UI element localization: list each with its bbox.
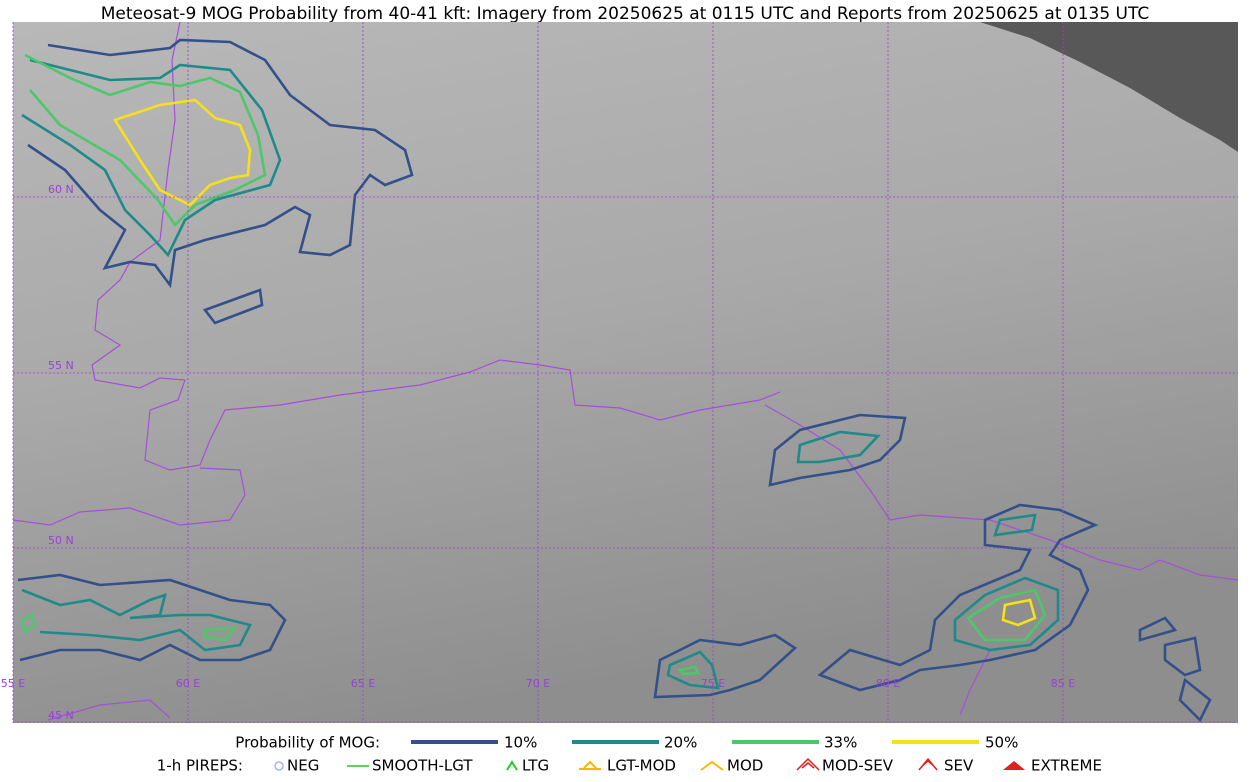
legend-label: 1-h PIREPS: [157, 757, 243, 775]
legend-item: EXTREME [1031, 757, 1102, 775]
legend-item: MOD [727, 757, 763, 775]
map: 60 N 55 N 50 N 45 N 55 E 60 E 65 E 70 E … [1, 21, 1239, 723]
satellite-image [13, 22, 1238, 723]
legend-item: MOD-SEV [822, 757, 894, 775]
no-data-region [980, 22, 1238, 152]
pirep-icon [579, 760, 601, 770]
pirep-icon [918, 757, 938, 771]
legend-item: SEV [944, 757, 974, 775]
lon-label: 75 E [701, 677, 725, 690]
legend-label: Probability of MOG: [235, 734, 380, 752]
lon-label: 55 E [1, 677, 25, 690]
legend-item: LTG [522, 757, 549, 775]
lon-label: 85 E [1051, 677, 1075, 690]
lon-label: 60 E [176, 677, 200, 690]
legend: Probability of MOG: 10% 20% 33% 50% 1-h … [157, 734, 1102, 775]
pirep-icon [796, 757, 820, 771]
lat-label: 45 N [48, 709, 74, 722]
pirep-icon [274, 761, 284, 771]
legend-item: NEG [287, 757, 319, 775]
legend-item: 33% [824, 734, 857, 752]
lon-label: 80 E [876, 677, 900, 690]
legend-item: SMOOTH-LGT [372, 757, 473, 775]
title: Meteosat-9 MOG Probability from 40-41 kf… [101, 4, 1150, 24]
contours [17, 38, 1212, 723]
pirep-icon [506, 760, 518, 771]
lat-label: 55 N [48, 359, 74, 372]
legend-item: 20% [664, 734, 697, 752]
lon-label: 70 E [526, 677, 550, 690]
legend-item: 50% [985, 734, 1018, 752]
graticule: 60 N 55 N 50 N 45 N 55 E 60 E 65 E 70 E … [1, 22, 1238, 723]
lat-label: 50 N [48, 534, 74, 547]
lon-label: 65 E [351, 677, 375, 690]
borders [12, 21, 1239, 721]
legend-item: 10% [504, 734, 537, 752]
legend-item: LGT-MOD [607, 757, 676, 775]
pirep-icon [1003, 761, 1025, 770]
lat-label: 60 N [48, 183, 74, 196]
pirep-icon [700, 760, 724, 771]
